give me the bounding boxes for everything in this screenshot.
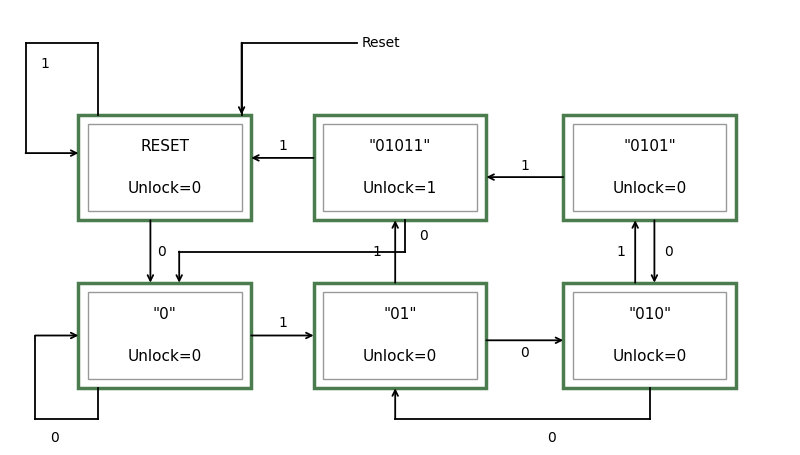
Text: 0: 0 <box>521 346 529 360</box>
Text: 0: 0 <box>158 244 166 258</box>
Text: 0: 0 <box>50 430 58 445</box>
Bar <box>323 124 477 211</box>
Text: 1: 1 <box>278 139 287 153</box>
Text: 0: 0 <box>665 244 673 258</box>
Bar <box>563 115 736 220</box>
Text: "01011"

Unlock=1: "01011" Unlock=1 <box>363 139 437 196</box>
Text: 1: 1 <box>520 159 530 172</box>
Text: Reset: Reset <box>362 35 400 50</box>
Text: "0101"

Unlock=0: "0101" Unlock=0 <box>613 139 686 196</box>
Bar <box>88 124 242 211</box>
Text: 1: 1 <box>278 316 287 330</box>
Text: 1: 1 <box>373 244 382 258</box>
Text: "010"

Unlock=0: "010" Unlock=0 <box>613 307 686 364</box>
Text: 0: 0 <box>419 229 428 243</box>
Bar <box>573 292 726 379</box>
Bar <box>314 283 486 388</box>
Text: RESET

Unlock=0: RESET Unlock=0 <box>128 139 202 196</box>
Bar <box>78 115 251 220</box>
Bar <box>573 124 726 211</box>
Bar <box>563 283 736 388</box>
Text: 0: 0 <box>547 430 555 445</box>
Text: 1: 1 <box>616 244 626 258</box>
Text: "0"

Unlock=0: "0" Unlock=0 <box>128 307 202 364</box>
Bar <box>323 292 477 379</box>
Bar <box>78 283 251 388</box>
Bar <box>88 292 242 379</box>
Text: 1: 1 <box>40 57 49 71</box>
Bar <box>314 115 486 220</box>
Text: "01"

Unlock=0: "01" Unlock=0 <box>363 307 437 364</box>
